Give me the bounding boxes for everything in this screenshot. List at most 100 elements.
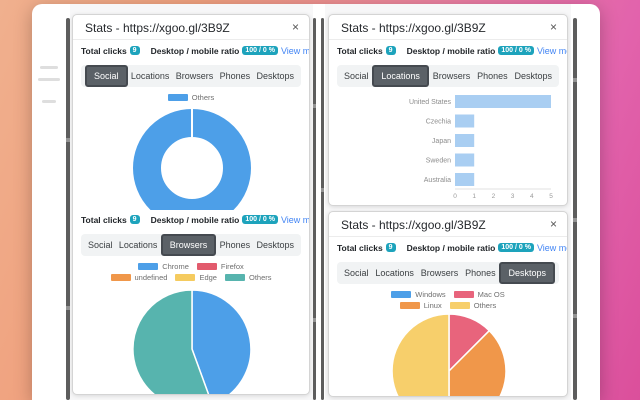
total-clicks-badge: 9 xyxy=(129,215,140,224)
screenshot-panel-locations: Stats - https://xgoo.gl/3B9Z × Total cli… xyxy=(325,4,571,210)
total-clicks-label: Total clicks xyxy=(337,242,383,253)
tab-social[interactable]: Social xyxy=(344,71,369,81)
total-clicks-badge: 9 xyxy=(385,243,396,252)
dialog-title-row: Stats - https://xgoo.gl/3B9Z × xyxy=(329,15,567,40)
stats-dialog: Stats - https://xgoo.gl/3B9Z × Total cli… xyxy=(72,14,310,210)
tab-social[interactable]: Social xyxy=(344,268,369,278)
tab-locations[interactable]: Locations xyxy=(372,65,429,87)
ratio-badge: 100 / 0 % xyxy=(498,46,534,55)
tab-desktops[interactable]: Desktops xyxy=(499,262,555,284)
tab-bar: Social Locations Browsers Phones Desktops xyxy=(337,65,559,87)
legend-swatch xyxy=(399,302,420,309)
legend-item[interactable]: Windows xyxy=(391,290,446,299)
tab-phones[interactable]: Phones xyxy=(477,71,508,81)
legend-swatch xyxy=(138,263,159,270)
legend-label: Others xyxy=(191,93,215,102)
close-icon[interactable]: × xyxy=(549,20,557,34)
legend-label: Linux xyxy=(423,301,442,310)
tab-browsers[interactable]: Browsers xyxy=(420,268,459,278)
page-fragment xyxy=(38,78,60,81)
legend-item[interactable]: Linux xyxy=(399,301,442,310)
svg-text:Japan: Japan xyxy=(432,138,451,145)
bar-chart-locations: United States Czechia Japan Sweden Australia… xyxy=(409,95,553,200)
total-clicks-label: Total clicks xyxy=(81,214,127,225)
tab-locations[interactable]: Locations xyxy=(118,240,158,250)
dialog-title-row: Stats - https://xgoo.gl/3B9Z × xyxy=(73,15,309,40)
page-fragment xyxy=(42,100,56,103)
legend-label: undefined xyxy=(134,273,168,282)
view-more-link[interactable]: View more xyxy=(536,242,567,253)
screenshot-panel-social: Stats - https://xgoo.gl/3B9Z × Total cli… xyxy=(70,4,313,210)
tab-browsers[interactable]: Browsers xyxy=(432,71,471,81)
screenshot-panel-desktops: Stats - https://xgoo.gl/3B9Z × Total cli… xyxy=(325,210,571,400)
scrollbar[interactable] xyxy=(573,18,577,400)
tab-locations[interactable]: Locations xyxy=(130,71,170,81)
tab-desktops[interactable]: Desktops xyxy=(514,71,552,81)
legend-item[interactable]: undefined xyxy=(110,273,168,282)
legend-item[interactable]: Mac OS xyxy=(453,290,505,299)
legend-swatch xyxy=(391,291,412,298)
svg-text:4: 4 xyxy=(530,193,534,200)
ratio-badge: 100 / 0 % xyxy=(498,243,534,252)
tab-desktops[interactable]: Desktops xyxy=(256,240,294,250)
scrollbar[interactable] xyxy=(321,18,324,400)
dialog-title-row: Stats - https://xgoo.gl/3B9Z × xyxy=(329,212,567,237)
svg-text:United States: United States xyxy=(409,99,452,106)
legend-item[interactable]: Chrome xyxy=(138,262,189,271)
scrollbar[interactable] xyxy=(66,18,70,400)
stats-dialog: Stats - https://xgoo.gl/3B9Z × Total cli… xyxy=(328,14,568,206)
legend-item[interactable]: Others xyxy=(167,93,215,102)
svg-text:1: 1 xyxy=(472,193,476,200)
dialog-title: Stats - https://xgoo.gl/3B9Z xyxy=(341,218,486,232)
dialog-title: Stats - https://xgoo.gl/3B9Z xyxy=(341,21,486,35)
legend-label: Chrome xyxy=(162,262,189,271)
total-clicks-badge: 9 xyxy=(385,46,396,55)
close-icon[interactable]: × xyxy=(291,20,299,34)
tab-locations[interactable]: Locations xyxy=(375,268,414,278)
stats-dialog: Stats - https://xgoo.gl/3B9Z × Total cli… xyxy=(328,211,568,397)
legend-item[interactable]: Others xyxy=(224,273,272,282)
tab-desktops[interactable]: Desktops xyxy=(256,71,294,81)
pie-chart-browsers xyxy=(132,289,252,394)
legend-swatch xyxy=(175,274,196,281)
legend-label: Firefox xyxy=(220,262,244,271)
svg-text:2: 2 xyxy=(492,193,496,200)
doughnut-chart-social xyxy=(133,109,251,210)
chart-legend: Windows Mac OS Linux Others xyxy=(382,289,514,311)
tab-phones[interactable]: Phones xyxy=(465,268,496,278)
tab-social[interactable]: Social xyxy=(88,240,113,250)
page-fragment xyxy=(40,66,58,69)
total-clicks-label: Total clicks xyxy=(81,45,127,56)
view-more-link[interactable]: View more xyxy=(280,45,310,56)
tab-bar: Social Locations Browsers Phones Desktops xyxy=(337,262,559,284)
view-more-link[interactable]: View more xyxy=(280,214,310,225)
tab-social[interactable]: Social xyxy=(85,65,128,87)
pie-chart-desktops xyxy=(391,313,507,396)
legend-label: Mac OS xyxy=(477,290,505,299)
legend-item[interactable]: Edge xyxy=(175,273,217,282)
legend-swatch xyxy=(196,263,217,270)
view-more-link[interactable]: View more xyxy=(536,45,567,56)
chart-legend: Others xyxy=(73,92,309,103)
total-clicks-badge: 9 xyxy=(129,46,140,55)
screenshot-panel-browsers: Stats - https://xgoo.gl/3B9Z × Total cli… xyxy=(70,210,313,400)
tab-phones[interactable]: Phones xyxy=(219,240,251,250)
tab-browsers[interactable]: Browsers xyxy=(175,71,214,81)
ratio-label: Desktop / mobile ratio xyxy=(406,242,496,253)
stats-summary-row: Total clicks 9 Desktop / mobile ratio 10… xyxy=(73,210,309,230)
stats-summary-row: Total clicks 9 Desktop / mobile ratio 10… xyxy=(73,40,309,61)
legend-item[interactable]: Others xyxy=(449,301,496,310)
chart-legend: Chrome Firefox undefined Edge Others xyxy=(105,261,277,283)
ratio-label: Desktop / mobile ratio xyxy=(406,45,496,56)
ratio-label: Desktop / mobile ratio xyxy=(150,45,240,56)
scrollbar[interactable] xyxy=(313,18,316,400)
close-icon[interactable]: × xyxy=(549,217,557,231)
ratio-badge: 100 / 0 % xyxy=(242,46,278,55)
legend-item[interactable]: Firefox xyxy=(196,262,244,271)
tab-bar: Social Locations Browsers Phones Desktops xyxy=(81,234,301,256)
tab-phones[interactable]: Phones xyxy=(219,71,251,81)
tab-browsers[interactable]: Browsers xyxy=(160,234,217,256)
svg-text:3: 3 xyxy=(511,193,515,200)
svg-text:Australia: Australia xyxy=(424,177,451,184)
